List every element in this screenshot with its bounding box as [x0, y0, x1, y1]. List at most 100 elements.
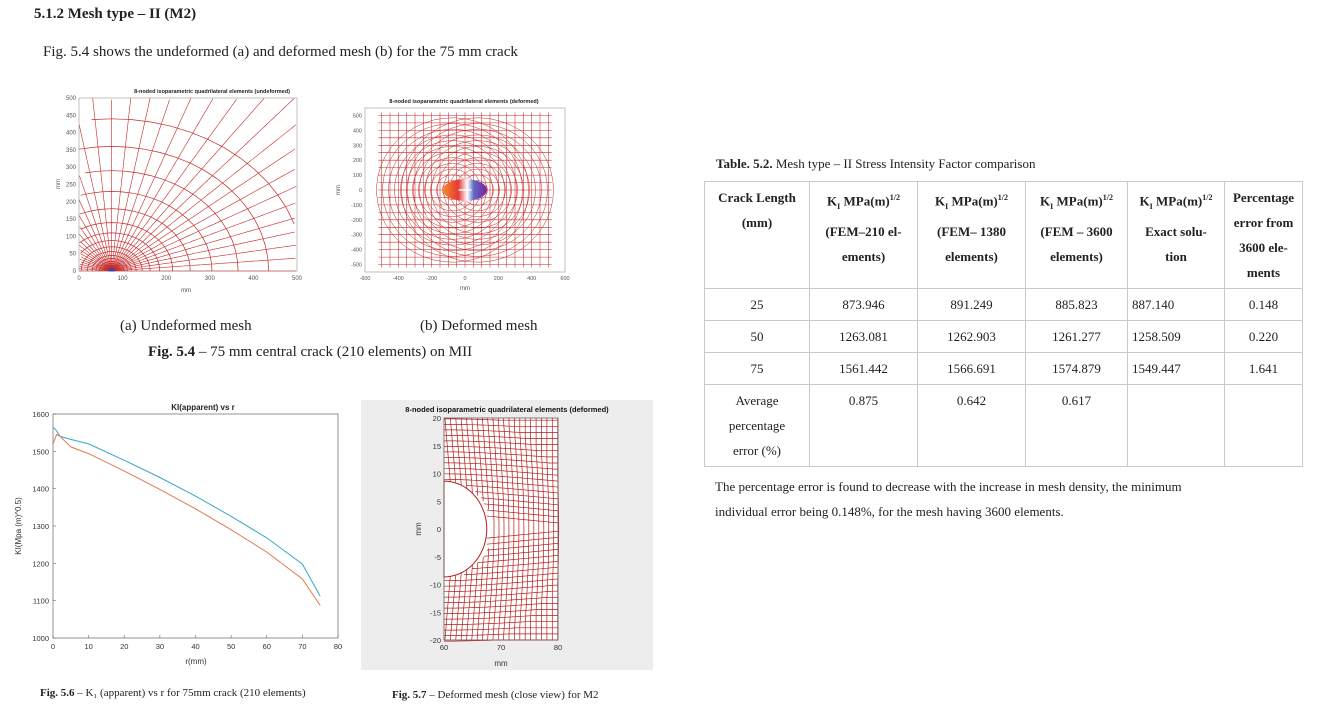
section-heading: 5.1.2 Mesh type – II (M2): [34, 6, 197, 22]
y-tick-label: 1500: [32, 447, 49, 456]
x-tick-label: 0: [463, 276, 466, 282]
y-tick-label: -100: [351, 203, 362, 209]
mesh-line: [112, 98, 295, 271]
x-tick-label: 200: [161, 276, 172, 282]
fig-5-4a-undeformed-mesh: 8-noded isoparametric quadrilateral elem…: [56, 89, 303, 294]
mesh-line: [476, 417, 484, 502]
x-tick-label: 80: [554, 643, 562, 652]
mesh-line: [91, 118, 295, 225]
mesh-line: [112, 98, 265, 271]
table-row-average: Average percentage error (%) 0.875 0.642 0…: [704, 384, 1303, 467]
y-tick-label: 200: [66, 200, 77, 206]
x-tick-label: 60: [440, 643, 448, 652]
x-tick-label: 80: [334, 642, 342, 651]
mesh-line: [112, 257, 296, 272]
fig-5-6-chart: KI(apparent) vs r 0 10 20 30 40 50 60 70 80 1600 1…: [14, 403, 342, 666]
header-exact: KI MPa(m)1/2 Exact solu-tion: [1127, 181, 1225, 289]
mesh-line: [463, 566, 559, 576]
mesh-line: [425, 140, 530, 240]
fig-5-4b-ylabel: mm: [336, 185, 342, 195]
conclusion-paragraph: The percentage error is found to decreas…: [715, 479, 1182, 519]
header-fem-3600: KI MPa(m)1/2 (FEM – 3600 elements): [1025, 181, 1128, 289]
x-tick-label: 200: [494, 276, 503, 282]
mesh-line: [508, 418, 515, 640]
x-tick-label: 400: [248, 276, 259, 282]
table-cell: 1561.442: [809, 352, 918, 385]
mesh-line: [514, 418, 520, 640]
y-tick-label: -15: [430, 608, 441, 617]
table-cell: 1.641: [1224, 352, 1303, 385]
mesh-line: [401, 117, 554, 263]
table-cell: 1258.509: [1127, 320, 1225, 353]
mesh-line: [444, 627, 558, 631]
mesh-line: [112, 217, 295, 271]
mesh-line: [444, 473, 559, 482]
mesh-line: [444, 435, 558, 439]
mesh-line: [78, 215, 112, 271]
mesh-line: [444, 570, 452, 641]
mesh-line: [444, 584, 558, 593]
table-cell: 50: [704, 320, 810, 353]
mesh-line: [455, 570, 462, 641]
mesh-line: [444, 633, 558, 636]
mesh-line: [79, 266, 111, 272]
y-tick-label: 100: [66, 234, 77, 240]
table-cell: 0.148: [1224, 288, 1303, 321]
y-tick-label: 150: [66, 217, 77, 223]
y-tick-label: -300: [351, 233, 362, 239]
mesh-line: [111, 99, 170, 271]
mesh-line: [449, 417, 457, 488]
y-tick-label: 1000: [32, 634, 49, 643]
mesh-line: [79, 175, 112, 271]
series-line-0: [52, 426, 321, 597]
mesh-line: [444, 603, 558, 609]
mesh-line: [481, 497, 559, 506]
axes-frame: [443, 417, 559, 641]
mesh-line: [444, 621, 558, 625]
mesh-line: [112, 124, 296, 271]
mesh-line: [382, 123, 523, 257]
intro-text: Fig. 5.4 shows the undeformed (a) and de…: [43, 44, 518, 60]
y-tick-label: 15: [433, 442, 441, 451]
mesh-line: [112, 98, 214, 271]
mesh-line: [460, 417, 468, 491]
table-cell: 0.617: [1025, 384, 1128, 467]
y-tick-label: 350: [66, 148, 77, 154]
mesh-line: [79, 226, 112, 271]
x-tick-label: 70: [497, 643, 505, 652]
y-tick-label: 400: [353, 128, 362, 134]
mesh-line: [79, 268, 111, 272]
y-tick-label: 0: [359, 188, 362, 194]
fig-5-4a-ylabel: mm: [56, 179, 62, 189]
fig-5-4a-title: 8-noded isoparametric quadrilateral elem…: [134, 89, 290, 95]
x-tick-label: 0: [51, 642, 55, 651]
table-row: 50 1263.081 1262.903 1261.277 1258.509 0…: [704, 320, 1303, 353]
header-fem-1380: KI MPa(m)1/2 (FEM– 1380 elements): [917, 181, 1026, 289]
sif-comparison-table: Crack Length (mm) KI MPa(m)1/2 (FEM–210 el…: [704, 181, 1303, 467]
y-tick-label: 250: [66, 183, 77, 189]
chart-plot-area: [52, 413, 339, 639]
table-cell: 1262.903: [917, 320, 1026, 353]
y-tick-label: 1600: [32, 410, 49, 419]
y-tick-label: 100: [353, 173, 362, 179]
x-tick-label: 400: [527, 276, 536, 282]
y-tick-label: 1100: [33, 597, 49, 606]
y-tick-label: 400: [66, 131, 77, 137]
table-cell: 1566.691: [917, 352, 1026, 385]
header-percentage-error: Percentage error from 3600 ele-ments: [1224, 181, 1303, 289]
mesh-line: [80, 241, 112, 271]
mesh-line: [400, 140, 505, 240]
chart-title: KI(apparent) vs r: [171, 403, 235, 412]
table-cell: 0.875: [809, 384, 918, 467]
fig-5-4b-mesh-lines: [376, 112, 554, 268]
mesh-line: [444, 418, 558, 421]
fig-5-4b-deformed-mesh: 8-noded isoparametric quadrilateral elem…: [336, 99, 570, 292]
mesh-line: [92, 98, 112, 271]
mesh-line: [483, 503, 559, 512]
mesh-line: [483, 549, 559, 557]
y-tick-label: 500: [353, 113, 362, 119]
mesh-line: [79, 234, 112, 271]
mesh-line: [80, 256, 111, 271]
table-cell: 891.249: [917, 288, 1026, 321]
y-tick-label: -500: [351, 263, 362, 269]
